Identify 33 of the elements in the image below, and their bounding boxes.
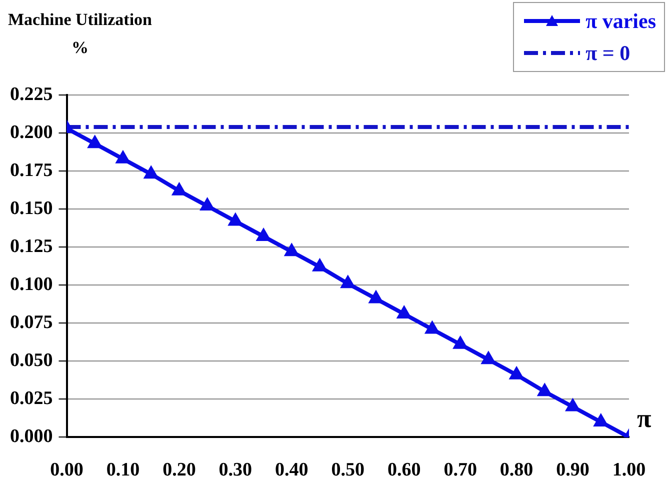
- y-tick-label: 0.150: [10, 198, 53, 219]
- x-tick-label: 0.30: [218, 460, 252, 481]
- point: [313, 260, 326, 272]
- x-tick-label: 1.00: [612, 460, 646, 481]
- point: [426, 322, 439, 334]
- legend-label: π varies: [586, 8, 656, 34]
- point: [566, 400, 580, 412]
- y-tick-label: 0.025: [10, 388, 53, 410]
- y-tick-label: 0.050: [10, 350, 53, 372]
- legend-label: π = 0: [586, 40, 630, 66]
- y-tick-label: 0.225: [10, 84, 53, 105]
- x-tick-label: 0.20: [162, 460, 196, 481]
- x-tick-label: 0.40: [275, 460, 308, 481]
- y-tick-label: 0.100: [10, 274, 53, 296]
- point: [257, 229, 270, 241]
- x-tick-label: 0.60: [387, 460, 421, 481]
- x-tick-label: 0.70: [444, 460, 477, 481]
- x-tick-label: 0.90: [556, 460, 590, 481]
- y-tick-label: 0.000: [10, 426, 53, 448]
- y-tick-label: 0.175: [10, 160, 53, 181]
- x-axis-title: π: [637, 404, 652, 433]
- y-axis-title: Machine Utilization %: [8, 9, 152, 59]
- x-tick-label: 0.00: [50, 460, 84, 481]
- y-tick-label: 0.200: [10, 122, 53, 143]
- point: [594, 414, 608, 426]
- y-tick-label: 0.125: [10, 236, 53, 257]
- x-tick-label: 0.50: [331, 460, 364, 481]
- x-tick-label: 0.10: [106, 460, 140, 481]
- point: [200, 199, 214, 211]
- point: [454, 337, 467, 349]
- point: [172, 184, 186, 196]
- x-tick-label: 0.80: [500, 460, 534, 481]
- y-tick-label: 0.075: [10, 312, 53, 334]
